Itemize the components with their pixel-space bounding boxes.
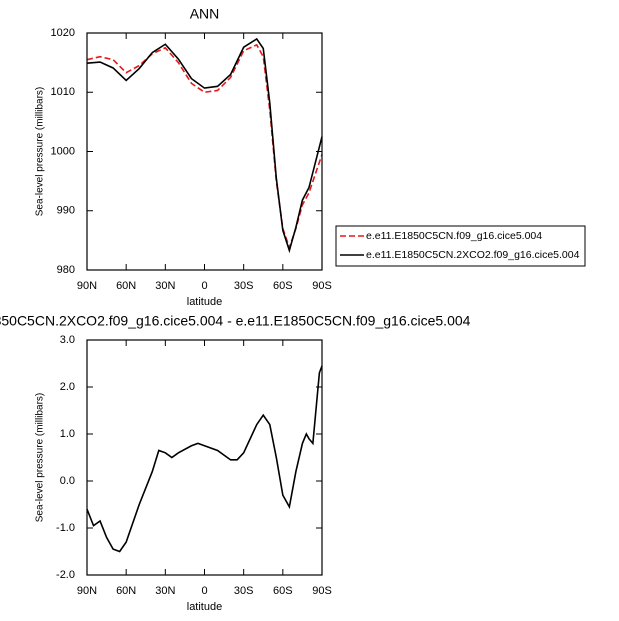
x-tick-label: 60N xyxy=(116,585,136,597)
plot-frame xyxy=(86,32,323,271)
x-tick-label: 90S xyxy=(312,280,332,292)
data-line xyxy=(86,365,323,553)
x-tick-label: 30S xyxy=(234,585,254,597)
y-axis-label: Sea-level pressure (millibars) xyxy=(35,87,46,216)
x-tick-label: 90S xyxy=(312,585,332,597)
y-tick-label: 2.0 xyxy=(60,381,75,393)
x-tick-label: 60S xyxy=(273,585,293,597)
x-tick-label: 30S xyxy=(234,280,254,292)
x-tick-label: 0 xyxy=(201,585,207,597)
x-tick-label: 90N xyxy=(77,585,97,597)
x-tick-label: 30N xyxy=(155,585,175,597)
x-axis-label: latitude xyxy=(187,296,222,308)
plot-frame xyxy=(86,339,323,576)
y-tick-label: 1010 xyxy=(51,86,75,98)
y-tick-label: -1.0 xyxy=(56,522,75,534)
y-tick-label: 0.0 xyxy=(60,475,75,487)
x-tick-label: 60S xyxy=(273,280,293,292)
y-tick-label: 1000 xyxy=(51,145,75,157)
chart-title: ANN xyxy=(190,6,220,22)
x-tick-label: 30N xyxy=(155,280,175,292)
chart-title: e.e11.E1850C5CN.2XCO2.f09_g16.cice5.004 … xyxy=(0,313,471,329)
y-tick-label: -2.0 xyxy=(56,569,75,581)
legend-label: e.e11.E1850C5CN.f09_g16.cice5.004 xyxy=(366,230,542,242)
y-tick-label: 990 xyxy=(57,205,75,217)
x-tick-label: 0 xyxy=(201,280,207,292)
data-line xyxy=(86,37,323,254)
y-tick-label: 1020 xyxy=(51,27,75,39)
x-axis-label: latitude xyxy=(187,601,222,613)
x-tick-label: 90N xyxy=(77,280,97,292)
y-tick-label: 1.0 xyxy=(60,428,75,440)
y-tick-label: 980 xyxy=(57,264,75,276)
legend-label: e.e11.E1850C5CN.2XCO2.f09_g16.cice5.004 xyxy=(366,249,580,261)
y-axis-label: Sea-level pressure (millibars) xyxy=(35,393,46,522)
y-tick-label: 3.0 xyxy=(60,334,75,346)
x-tick-label: 60N xyxy=(116,280,136,292)
data-line xyxy=(86,43,323,250)
legend-box xyxy=(335,225,586,267)
